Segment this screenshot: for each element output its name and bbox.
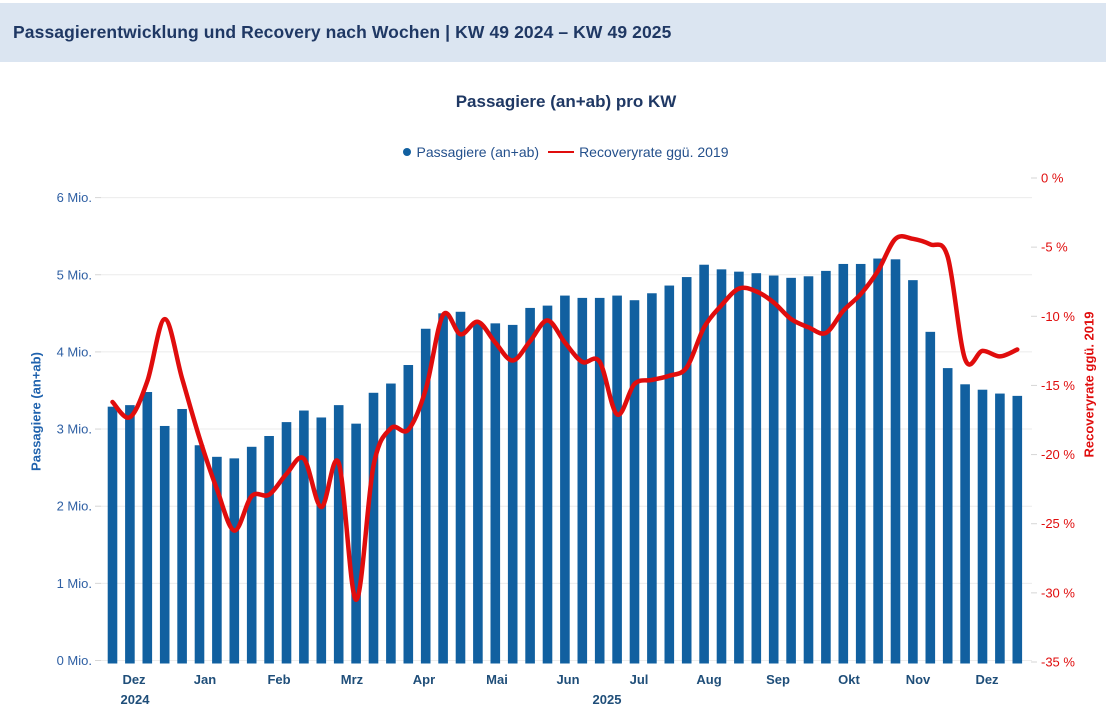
bar-kw-18[interactable] bbox=[473, 323, 483, 664]
x-axis-month-label: Mai bbox=[486, 672, 508, 687]
x-axis-month-label: Mrz bbox=[341, 672, 364, 687]
legend-label-recoveryrate: Recoveryrate ggü. 2019 bbox=[579, 144, 729, 160]
right-axis-tick-label: -20 % bbox=[1041, 447, 1075, 462]
x-axis-month-label: Sep bbox=[766, 672, 790, 687]
chart-legend: Passagiere (an+ab) Recoveryrate ggü. 201… bbox=[100, 144, 1032, 160]
bar-kw-49[interactable] bbox=[1012, 395, 1023, 664]
bar-kw-52[interactable] bbox=[159, 425, 170, 664]
legend-item-passagiere[interactable]: Passagiere (an+ab) bbox=[403, 144, 539, 160]
recovery-rate-line[interactable] bbox=[110, 233, 1020, 603]
page-title: Passagierentwicklung und Recovery nach W… bbox=[13, 22, 672, 42]
bar-kw-17[interactable] bbox=[455, 311, 466, 664]
right-axis-tick-label: -30 % bbox=[1041, 585, 1075, 600]
x-axis-year-label: 2024 bbox=[121, 692, 151, 707]
bar-kw-14[interactable] bbox=[403, 365, 414, 664]
chart-title: Passagiere (an+ab) pro KW bbox=[455, 92, 677, 111]
bar-kw-21[interactable] bbox=[525, 307, 535, 664]
x-axis-month-label: Jun bbox=[556, 672, 579, 687]
bar-kw-45[interactable] bbox=[942, 368, 953, 664]
right-axis-tick-label: -25 % bbox=[1041, 516, 1075, 531]
bar-series-dot-icon bbox=[403, 148, 412, 156]
bar-kw-43[interactable] bbox=[908, 280, 918, 664]
bar-kw-22[interactable] bbox=[542, 305, 553, 664]
bar-kw-29[interactable] bbox=[664, 285, 675, 664]
right-axis-tick-label: -5 % bbox=[1041, 240, 1068, 255]
x-axis-month-label: Jan bbox=[194, 672, 216, 687]
bar-kw-38[interactable] bbox=[821, 270, 831, 664]
bar-kw-25[interactable] bbox=[594, 297, 605, 664]
bar-kw-50[interactable] bbox=[125, 405, 135, 664]
legend-item-recoveryrate[interactable]: Recoveryrate ggü. 2019 bbox=[548, 144, 729, 160]
bar-kw-24[interactable] bbox=[577, 297, 588, 664]
bar-kw-12[interactable] bbox=[368, 392, 379, 664]
bar-kw-16[interactable] bbox=[438, 313, 448, 664]
left-axis-tick-label: 3 Mio. bbox=[57, 422, 92, 437]
bar-kw-8[interactable] bbox=[299, 410, 309, 664]
bar-kw-46[interactable] bbox=[960, 384, 970, 664]
bar-kw-7[interactable] bbox=[281, 422, 292, 664]
x-axis-month-label: Jul bbox=[630, 672, 649, 687]
bar-kw-36[interactable] bbox=[786, 277, 796, 664]
bar-kw-9[interactable] bbox=[316, 417, 327, 664]
x-axis-month-label: Apr bbox=[413, 672, 435, 687]
bar-kw-49[interactable] bbox=[107, 406, 118, 664]
x-axis-month-label: Dez bbox=[122, 672, 146, 687]
bar-kw-11[interactable] bbox=[351, 423, 361, 664]
bar-kw-44[interactable] bbox=[925, 331, 936, 664]
bar-kw-47[interactable] bbox=[977, 389, 988, 664]
bar-kw-31[interactable] bbox=[699, 264, 709, 664]
left-axis-tick-label: 4 Mio. bbox=[57, 344, 92, 359]
line-series-marker-icon bbox=[548, 150, 575, 154]
bar-kw-34[interactable] bbox=[751, 273, 762, 664]
bar-kw-28[interactable] bbox=[647, 293, 657, 664]
bar-kw-48[interactable] bbox=[995, 393, 1005, 664]
left-axis-tick-label: 1 Mio. bbox=[57, 576, 92, 591]
x-axis-month-label: Nov bbox=[906, 672, 931, 687]
left-axis-tick-label: 6 Mio. bbox=[57, 190, 92, 205]
legend-label-passagiere: Passagiere (an+ab) bbox=[416, 144, 540, 160]
bar-kw-3[interactable] bbox=[212, 456, 222, 664]
bar-kw-42[interactable] bbox=[890, 259, 901, 664]
x-axis-month-label: Okt bbox=[838, 672, 860, 687]
x-axis-month-label: Dez bbox=[975, 672, 999, 687]
bar-kw-39[interactable] bbox=[838, 263, 849, 664]
x-axis-year-label: 2025 bbox=[593, 692, 622, 707]
left-axis-tick-label: 0 Mio. bbox=[57, 653, 92, 668]
bar-kw-35[interactable] bbox=[768, 275, 779, 664]
bar-kw-33[interactable] bbox=[734, 271, 744, 664]
bar-kw-5[interactable] bbox=[246, 446, 257, 664]
bar-kw-30[interactable] bbox=[681, 277, 692, 664]
right-axis-tick-label: -15 % bbox=[1041, 378, 1075, 393]
bar-kw-27[interactable] bbox=[629, 300, 640, 664]
bar-kw-26[interactable] bbox=[612, 295, 622, 664]
left-axis-tick-label: 5 Mio. bbox=[57, 267, 92, 282]
x-axis-month-label: Aug bbox=[696, 672, 721, 687]
bar-kw-40[interactable] bbox=[855, 263, 866, 664]
bar-kw-32[interactable] bbox=[716, 269, 727, 664]
bar-kw-23[interactable] bbox=[560, 295, 570, 664]
bar-kw-10[interactable] bbox=[333, 405, 344, 664]
bar-kw-37[interactable] bbox=[803, 276, 814, 664]
bar-kw-51[interactable] bbox=[142, 392, 153, 664]
right-axis-tick-label: 0 % bbox=[1041, 171, 1064, 186]
x-axis-month-label: Feb bbox=[267, 672, 290, 687]
bar-kw-4[interactable] bbox=[229, 458, 240, 664]
right-axis-tick-label: -10 % bbox=[1041, 309, 1075, 324]
right-axis-tick-label: -35 % bbox=[1041, 655, 1075, 670]
bar-kw-41[interactable] bbox=[873, 258, 883, 664]
left-axis-tick-label: 2 Mio. bbox=[57, 499, 92, 514]
header-band: Passagierentwicklung und Recovery nach W… bbox=[0, 3, 1106, 62]
bar-kw-2[interactable] bbox=[194, 445, 205, 664]
bar-kw-1[interactable] bbox=[177, 408, 187, 664]
bar-kw-19[interactable] bbox=[490, 323, 501, 664]
bar-kw-20[interactable] bbox=[507, 324, 518, 664]
bar-kw-6[interactable] bbox=[264, 435, 274, 664]
bar-kw-13[interactable] bbox=[386, 383, 396, 664]
bar-kw-15[interactable] bbox=[420, 328, 431, 664]
